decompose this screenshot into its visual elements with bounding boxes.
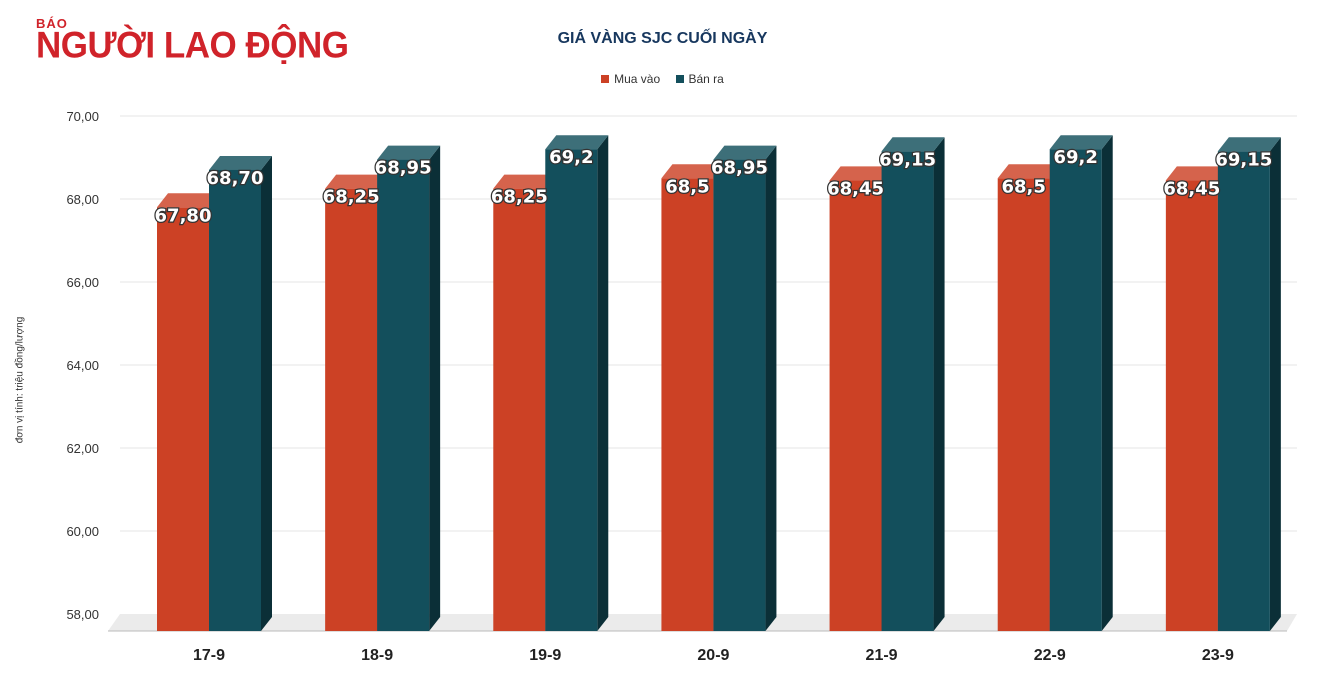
y-tick-label: 60,00 xyxy=(66,524,99,539)
x-tick-label: 18-9 xyxy=(361,647,393,664)
bar-top xyxy=(377,145,441,160)
data-label: 68,25 xyxy=(491,187,548,208)
bar-top xyxy=(1217,137,1281,152)
bar xyxy=(661,178,714,631)
bar-top xyxy=(829,166,893,181)
data-label: 68,70 xyxy=(207,168,264,189)
bar-top xyxy=(157,193,220,208)
data-label: 68,45 xyxy=(827,178,884,199)
x-tick-label: 21-9 xyxy=(866,647,898,664)
y-tick-label: 66,00 xyxy=(66,275,99,290)
x-tick-label: 19-9 xyxy=(529,647,561,664)
bar-side xyxy=(1269,137,1281,631)
x-tick-label: 22-9 xyxy=(1034,647,1066,664)
legend-swatch-buy xyxy=(601,75,610,83)
bar xyxy=(1165,180,1218,631)
data-label: 69,15 xyxy=(879,149,936,170)
bar-top xyxy=(493,174,557,189)
bar xyxy=(493,188,546,631)
legend-label-sell: Bán ra xyxy=(688,72,724,86)
legend-label-buy: Mua vào xyxy=(614,72,661,86)
x-tick-label: 23-9 xyxy=(1202,647,1234,664)
data-label: 68,95 xyxy=(711,158,768,179)
legend-swatch-sell xyxy=(675,75,684,83)
bar-side xyxy=(765,145,777,631)
data-label: 68,5 xyxy=(1002,176,1046,197)
bar-top xyxy=(997,164,1061,179)
chart-legend: Mua vào Bán ra xyxy=(0,72,1325,86)
bar-top xyxy=(545,135,609,150)
logo-prefix: BÁO xyxy=(36,16,68,31)
bar xyxy=(209,169,261,631)
bar xyxy=(997,178,1050,631)
bar-side xyxy=(261,155,272,631)
bar xyxy=(881,151,934,631)
bar-top xyxy=(881,137,945,152)
bar-top xyxy=(661,164,725,179)
bar-top xyxy=(1165,166,1229,181)
legend-item-buy: Mua vào xyxy=(601,72,660,86)
bar xyxy=(713,159,766,631)
bar-top xyxy=(713,145,777,160)
chart-title: GIÁ VÀNG SJC CUỐI NGÀY xyxy=(557,30,768,47)
bar-top xyxy=(325,174,389,189)
data-label: 69,2 xyxy=(549,147,593,168)
bar xyxy=(157,207,209,632)
data-label: 69,15 xyxy=(1215,149,1272,170)
y-tick-label: 58,00 xyxy=(66,607,99,622)
newspaper-logo: BÁO NGƯỜI LAO ĐỘNG xyxy=(36,16,349,66)
data-label: 69,2 xyxy=(1054,147,1098,168)
y-tick-label: 64,00 xyxy=(66,358,99,373)
legend-item-sell: Bán ra xyxy=(675,72,724,86)
x-tick-label: 17-9 xyxy=(193,647,225,664)
bar xyxy=(1049,149,1102,631)
y-tick-label: 68,00 xyxy=(66,192,99,207)
bar-top xyxy=(1049,135,1113,150)
data-label: 68,5 xyxy=(665,176,709,197)
bar xyxy=(829,180,882,631)
y-tick-label: 62,00 xyxy=(66,441,99,456)
bar-side xyxy=(597,135,609,631)
logo-name: NGƯỜI LAO ĐỘNG xyxy=(36,25,349,66)
bar-side xyxy=(933,137,945,631)
data-label: 67,80 xyxy=(155,205,212,226)
bar xyxy=(1217,151,1270,631)
bar xyxy=(377,159,430,631)
y-tick-label: 70,00 xyxy=(66,109,99,124)
data-label: 68,25 xyxy=(323,187,380,208)
data-label: 68,45 xyxy=(1163,178,1220,199)
data-label: 68,95 xyxy=(375,158,432,179)
bar xyxy=(325,188,378,631)
bar-side xyxy=(429,145,441,631)
x-tick-label: 20-9 xyxy=(697,647,729,664)
bar xyxy=(545,149,598,631)
bar-top xyxy=(209,155,272,170)
bar-side xyxy=(1101,135,1113,631)
